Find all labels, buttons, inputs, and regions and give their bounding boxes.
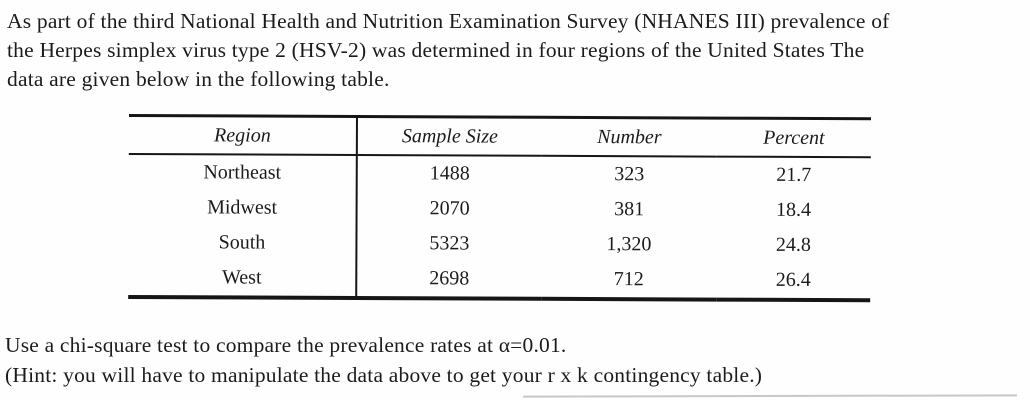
table-cell-number: 323 <box>614 163 645 186</box>
table-cell-percent: 24.8 <box>775 233 811 256</box>
column-header-region: Region <box>128 115 357 155</box>
table-cell-number: 1,320 <box>606 233 652 256</box>
table-cell-sample-size: 2070 <box>429 197 470 220</box>
problem-statement-line: data are given below in the following ta… <box>7 67 390 91</box>
table-cell-sample-size: 2698 <box>429 267 470 290</box>
table-cell-sample-size: 5323 <box>429 232 470 255</box>
column-header-percent: Percent <box>716 118 871 158</box>
table-header-row: Region Sample Size Number Percent <box>128 115 871 158</box>
problem-statement: As part of the third National Health and… <box>7 7 1027 94</box>
table-cell-percent: 21.7 <box>776 163 812 186</box>
question-line: Use a chi-square test to compare the pre… <box>5 333 567 357</box>
table-body: Northeast 1488 323 21.7 Midwest 2070 381… <box>128 153 871 300</box>
table-cell-region: West <box>128 259 357 298</box>
table-cell-region: Midwest <box>128 189 357 226</box>
table-row: South 5323 1,320 24.8 <box>128 224 870 263</box>
problem-statement-line: As part of the third National Health and… <box>7 9 890 33</box>
table-cell-number: 712 <box>613 268 644 291</box>
hsv2-prevalence-table: Region Sample Size Number Percent Northe… <box>128 114 871 303</box>
question-line: (Hint: you will have to manipulate the d… <box>5 363 763 387</box>
table-row: Northeast 1488 323 21.7 <box>128 153 871 193</box>
table-cell-number: 381 <box>614 198 645 221</box>
problem-statement-line: the Herpes simplex virus type 2 (HSV-2) … <box>7 38 865 62</box>
column-header-sample-size: Sample Size <box>356 116 542 156</box>
column-header-number: Number <box>541 117 717 157</box>
table-cell-sample-size: 1488 <box>429 162 470 185</box>
table-cell-percent: 18.4 <box>776 198 812 221</box>
table-cell-percent: 26.4 <box>775 268 811 291</box>
scan-artifact-line <box>522 394 1018 398</box>
table-cell-region: Northeast <box>128 153 357 191</box>
question-text: Use a chi-square test to compare the pre… <box>5 330 1025 390</box>
table-cell-region: South <box>128 224 357 261</box>
table-row: West 2698 712 26.4 <box>128 259 870 300</box>
table-row: Midwest 2070 381 18.4 <box>128 189 871 228</box>
